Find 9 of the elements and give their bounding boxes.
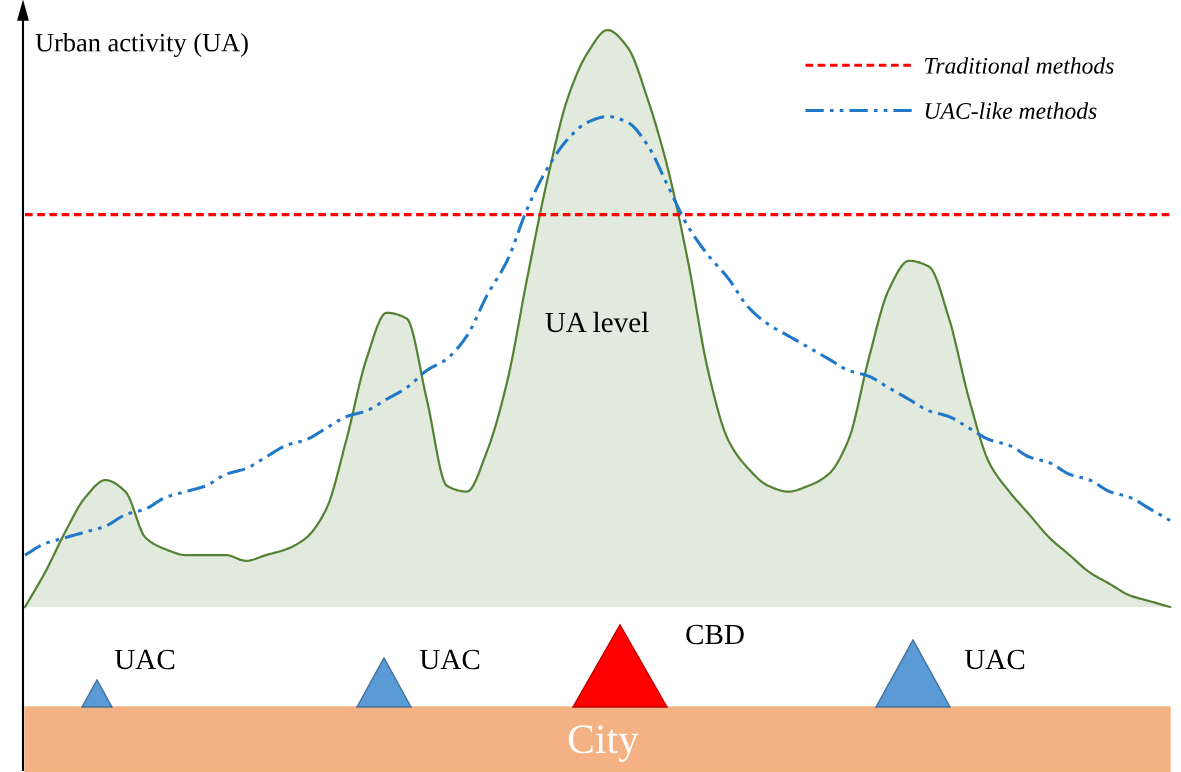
legend-label: UAC-like methods — [925, 102, 1097, 119]
y-axis-title: Urban activity (UA) — [35, 33, 248, 57]
annotation: UA level — [545, 311, 649, 333]
text: UAC — [114, 649, 175, 670]
text: UAC — [419, 649, 480, 670]
text: CBD — [686, 624, 744, 645]
legend-label: Traditional methods — [925, 57, 1114, 74]
text: UAC — [964, 649, 1025, 670]
text: City — [568, 725, 639, 762]
